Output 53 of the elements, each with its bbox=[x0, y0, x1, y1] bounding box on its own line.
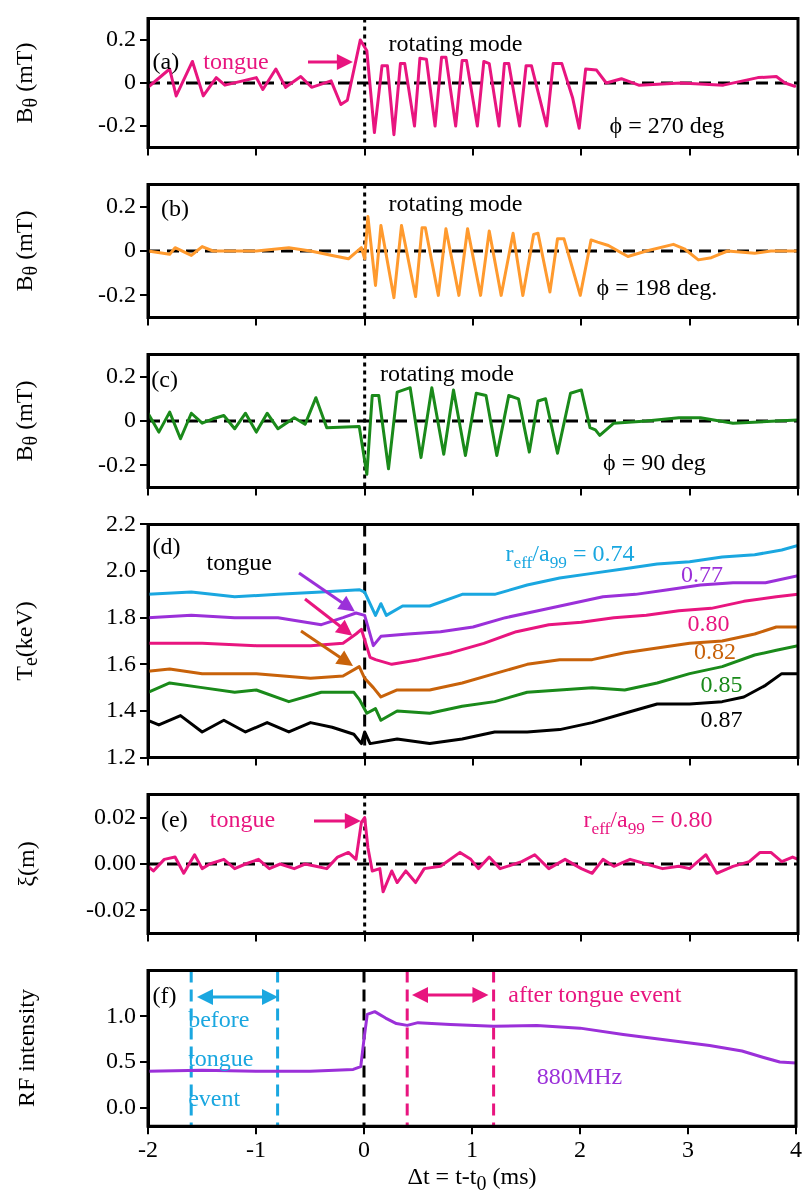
x-tick-label: -2 bbox=[138, 1135, 158, 1162]
x-tick-label: 0 bbox=[358, 1135, 370, 1162]
y-tick-label: 0.2 bbox=[106, 25, 136, 52]
x-tick-label: -1 bbox=[246, 1135, 266, 1162]
y-tick-label: 1.8 bbox=[106, 602, 136, 629]
y-tick-label: 1.2 bbox=[106, 742, 136, 769]
y-tick-label: 1.0 bbox=[106, 1001, 136, 1028]
y-tick-label: 2.0 bbox=[106, 556, 136, 583]
y-tick-label: -0.2 bbox=[98, 111, 136, 138]
y-axis-title: RF intensity bbox=[13, 989, 39, 1108]
y-tick-label: -0.2 bbox=[98, 450, 136, 477]
series-label: 880MHz bbox=[536, 1063, 623, 1090]
annotation: rotating mode bbox=[380, 359, 515, 386]
y-tick-label: 0.0 bbox=[106, 1093, 136, 1120]
y-tick-label: 1.6 bbox=[106, 649, 136, 676]
annotation: (c) bbox=[151, 366, 178, 393]
x-tick-label: 3 bbox=[682, 1135, 694, 1162]
y-tick-label: 1.4 bbox=[106, 696, 136, 723]
x-tick-label: 1 bbox=[466, 1135, 478, 1162]
annotation: rotating mode bbox=[388, 189, 523, 216]
x-tick-label: 2 bbox=[574, 1135, 586, 1162]
y-tick-label: 0 bbox=[124, 68, 136, 95]
y-tick-label: 0.00 bbox=[94, 849, 136, 876]
x-tick-label: 4 bbox=[790, 1135, 802, 1162]
series-label: 0.87 bbox=[700, 705, 743, 732]
annotation: rotating mode bbox=[388, 29, 523, 56]
y-tick-label: -0.2 bbox=[98, 280, 136, 307]
y-tick-label: 2.2 bbox=[106, 509, 136, 536]
annotation: tongue bbox=[209, 806, 276, 833]
annotation: (e) bbox=[161, 806, 188, 833]
y-tick-label: 0.2 bbox=[106, 191, 136, 218]
annotation: ϕ = 270 deg bbox=[609, 112, 725, 139]
y-tick-label: 0 bbox=[124, 406, 136, 433]
y-axis-title: ξ(m) bbox=[13, 841, 39, 887]
y-tick-label: 0.2 bbox=[106, 361, 136, 388]
y-tick-label: 0 bbox=[124, 236, 136, 263]
annotation: (a) bbox=[152, 47, 180, 74]
series-label: 0.80 bbox=[687, 609, 730, 636]
series-label: 0.82 bbox=[694, 637, 736, 664]
annotation: after tongue event bbox=[508, 980, 682, 1007]
y-tick-label: -0.02 bbox=[86, 895, 136, 922]
annotation: (b) bbox=[161, 195, 189, 221]
annotation: tongue bbox=[203, 47, 269, 74]
y-tick-label: 0.02 bbox=[94, 802, 136, 829]
series-label: 0.85 bbox=[700, 670, 743, 697]
annotation: tongue bbox=[206, 549, 272, 576]
annotation: (d) bbox=[152, 533, 181, 560]
annotation: (f) bbox=[152, 982, 177, 1009]
series-label: 0.77 bbox=[681, 561, 723, 587]
annotation: ϕ = 198 deg. bbox=[596, 273, 718, 300]
annotation: ϕ = 90 deg bbox=[603, 448, 706, 475]
y-tick-label: 0.5 bbox=[106, 1047, 136, 1074]
x-axis-title: Δt = t-t$_{0}$ (ms) bbox=[407, 1163, 537, 1194]
